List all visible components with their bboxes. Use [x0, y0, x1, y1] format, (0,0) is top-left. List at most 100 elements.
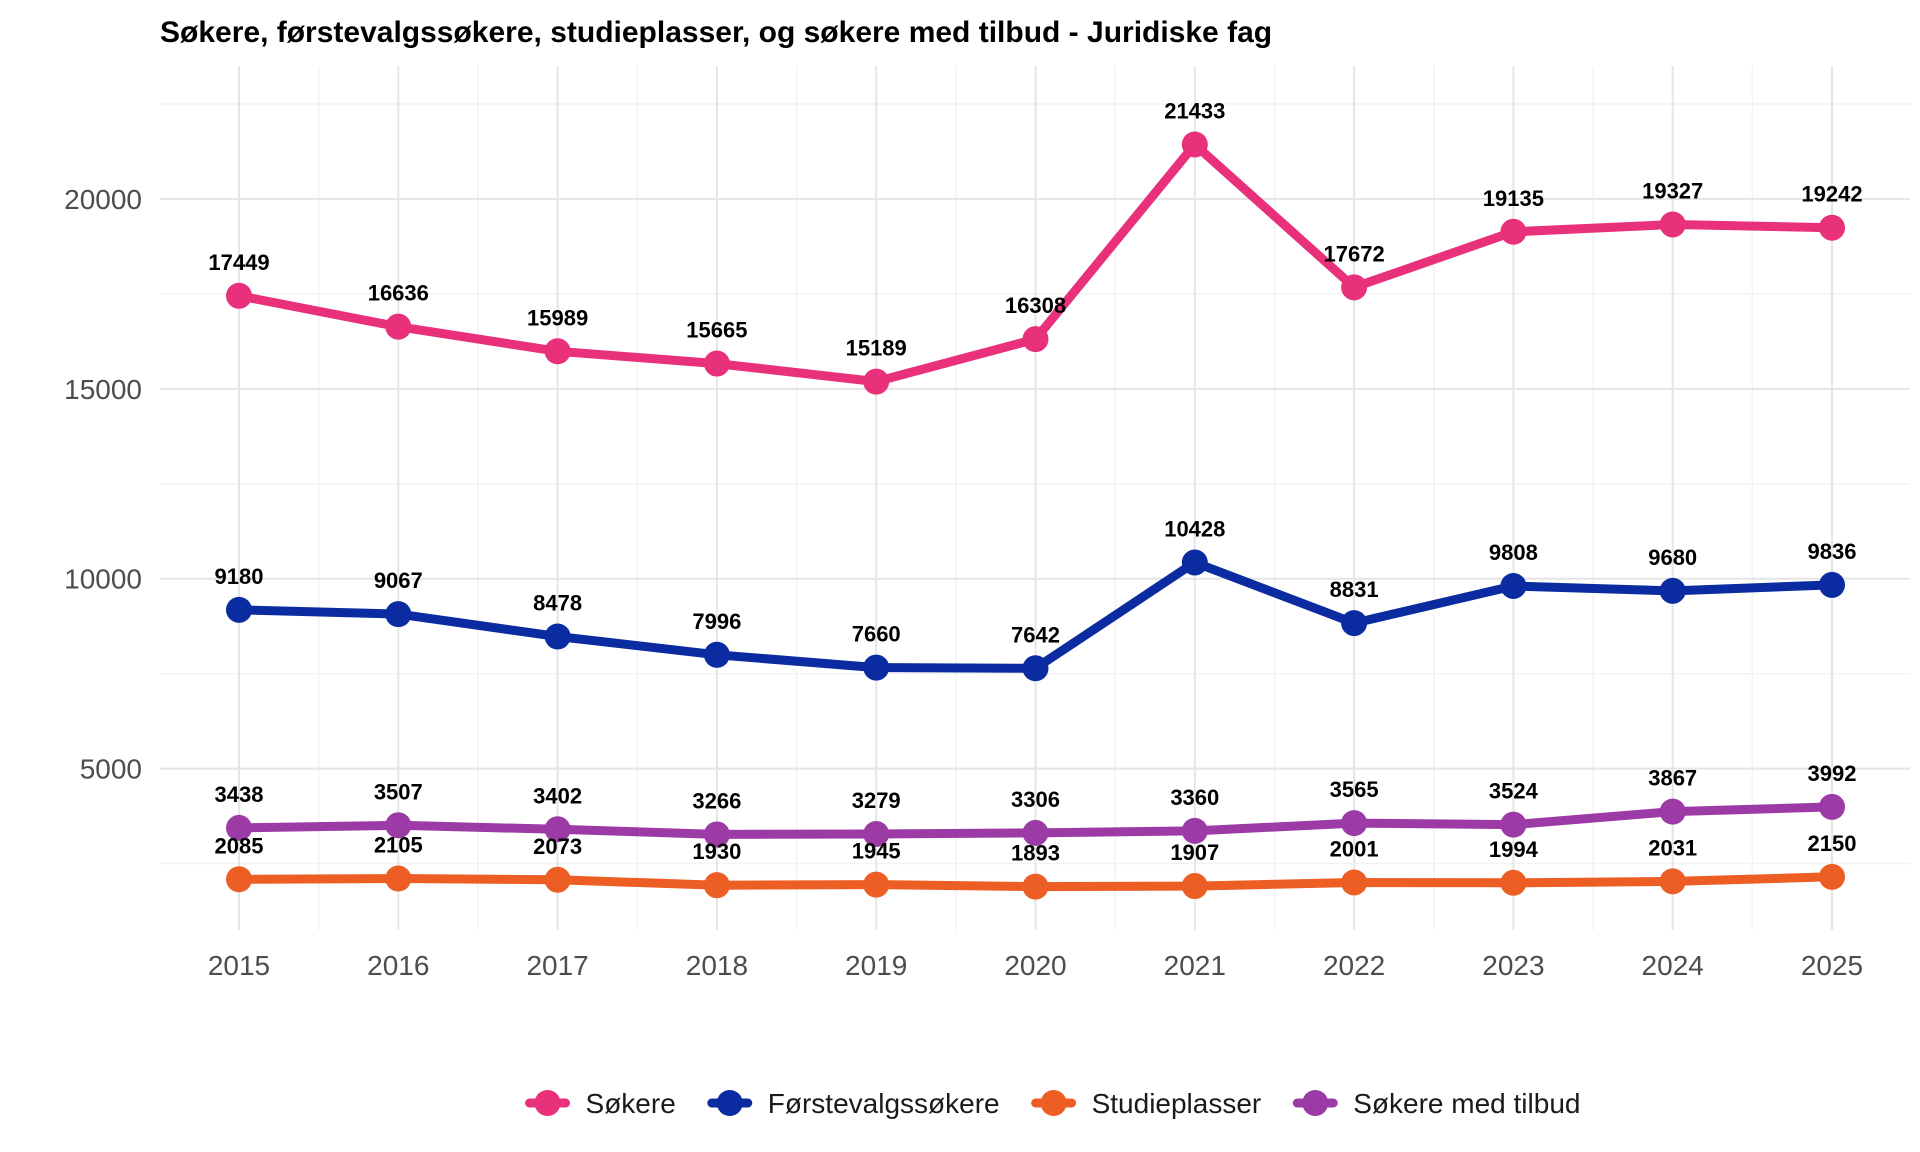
data-point [1659, 868, 1686, 895]
data-label: 9067 [374, 568, 423, 593]
x-tick-label: 2017 [526, 950, 588, 981]
data-label: 3266 [692, 788, 741, 813]
legend-item-0: Søkere [525, 1088, 676, 1119]
data-label: 19135 [1483, 186, 1544, 211]
data-point [385, 812, 412, 839]
legend-item-1: Førstevalgssøkere [707, 1088, 1000, 1119]
data-label: 19327 [1642, 178, 1703, 203]
data-label: 9836 [1808, 539, 1857, 564]
data-label: 3565 [1330, 777, 1379, 802]
data-point [544, 866, 571, 893]
data-label: 9808 [1489, 540, 1538, 565]
data-point [385, 313, 412, 340]
data-label: 2150 [1808, 831, 1857, 856]
legend-label: Studieplasser [1092, 1088, 1262, 1119]
series-1 [226, 549, 1845, 682]
data-label: 1945 [852, 839, 901, 864]
data-label: 15665 [686, 318, 747, 343]
data-label: 15989 [527, 305, 588, 330]
data-point [1500, 869, 1527, 896]
data-label: 3867 [1648, 766, 1697, 791]
data-label: 1994 [1489, 837, 1539, 862]
data-point [703, 821, 730, 848]
data-point [1341, 274, 1368, 301]
x-tick-label: 2024 [1642, 950, 1704, 981]
data-point [544, 338, 571, 365]
data-label: 2031 [1648, 835, 1697, 860]
legend-key-point [1040, 1090, 1067, 1116]
x-tick-label: 2016 [367, 950, 429, 981]
x-tick-label: 2018 [686, 950, 748, 981]
y-tick-label: 5000 [80, 754, 142, 785]
data-point [226, 596, 252, 623]
legend-item-3: Søkere med tilbud [1292, 1088, 1580, 1119]
data-point [863, 654, 890, 681]
legend-item-2: Studieplasser [1031, 1088, 1262, 1119]
data-point [385, 865, 412, 892]
x-tick-label: 2015 [208, 950, 270, 981]
x-tick-label: 2022 [1323, 950, 1385, 981]
data-point [1659, 577, 1686, 604]
data-label: 16636 [368, 281, 429, 306]
data-label: 7660 [852, 622, 901, 647]
data-point [1819, 793, 1845, 820]
data-point [544, 816, 571, 843]
data-label: 21433 [1164, 99, 1225, 124]
data-point [1659, 798, 1686, 825]
data-point [226, 282, 252, 309]
data-label: 2085 [215, 833, 264, 858]
data-point [1181, 817, 1208, 844]
legend-label: Førstevalgssøkere [768, 1088, 1000, 1119]
data-point [1341, 810, 1368, 837]
data-label: 17672 [1324, 241, 1385, 266]
data-label: 10428 [1164, 516, 1225, 541]
series-lines [226, 131, 1845, 900]
data-label: 16308 [1005, 293, 1066, 318]
series-2 [226, 863, 1845, 900]
data-point [1181, 131, 1208, 158]
data-point [385, 601, 412, 628]
data-point [1819, 571, 1845, 598]
data-point [1341, 869, 1368, 896]
data-label: 7996 [692, 609, 741, 634]
data-label: 8831 [1330, 577, 1379, 602]
data-point [1022, 655, 1049, 682]
data-point [1500, 811, 1527, 838]
data-point [863, 368, 890, 395]
x-tick-label: 2023 [1482, 950, 1544, 981]
data-label: 3524 [1489, 779, 1539, 804]
data-point [703, 872, 730, 899]
data-label: 3992 [1808, 761, 1857, 786]
x-tick-label: 2025 [1801, 950, 1863, 981]
data-label: 19242 [1801, 182, 1862, 207]
data-label: 3306 [1011, 787, 1060, 812]
legend: Søkere Førstevalgssøkere Studieplasser Søke… [525, 1088, 1580, 1119]
data-point [1500, 572, 1527, 599]
chart-title: Søkere, førstevalgssøkere, studieplasser… [160, 16, 1272, 49]
data-label: 3402 [533, 783, 582, 808]
data-point [703, 641, 730, 668]
data-label: 2001 [1330, 836, 1379, 861]
series-0 [226, 131, 1845, 395]
data-point [544, 623, 571, 650]
y-tick-label: 10000 [64, 564, 142, 595]
legend-label: Søkere [586, 1088, 676, 1119]
data-labels: 17449 16636 15989 15665 15189 16308 21433 17672… [208, 99, 1862, 866]
data-label: 3507 [374, 779, 423, 804]
data-label: 1930 [692, 839, 741, 864]
x-tick-label: 2021 [1164, 950, 1226, 981]
data-point [863, 820, 890, 847]
legend-key-point [534, 1090, 561, 1116]
data-label: 9680 [1648, 545, 1697, 570]
series-3 [226, 793, 1845, 848]
x-tick-label: 2019 [845, 950, 907, 981]
data-label: 3438 [215, 782, 264, 807]
data-label: 15189 [846, 336, 907, 361]
data-label: 1907 [1170, 840, 1219, 865]
data-label: 17449 [208, 250, 269, 275]
data-point [1500, 218, 1527, 245]
y-tick-label: 15000 [64, 374, 142, 405]
data-point [1659, 211, 1686, 238]
